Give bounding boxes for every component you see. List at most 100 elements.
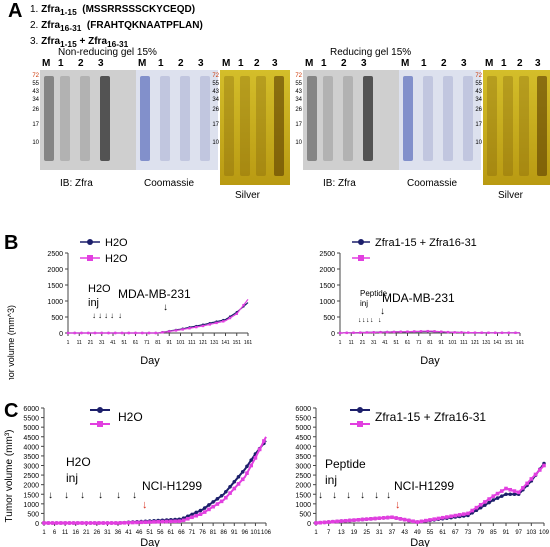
marker-10: 10 — [32, 140, 39, 146]
data-point — [211, 504, 215, 509]
y-tick-label: 2500 — [319, 251, 335, 258]
data-point — [372, 331, 375, 334]
gel-left-title: Non-reducing gel 15% — [58, 47, 157, 58]
x-tick-label: 101 — [176, 340, 185, 346]
data-point — [399, 330, 402, 334]
gel-lane-band — [519, 76, 529, 176]
annotation-inj: inj — [88, 297, 99, 309]
data-point — [188, 327, 191, 330]
data-point — [88, 521, 93, 525]
gel-lane-band — [443, 76, 453, 161]
lane-label-3: 3 — [535, 58, 541, 69]
x-tick-label: 26 — [94, 530, 101, 536]
data-point — [219, 499, 224, 504]
annotation-cell-line: NCI-H1299 — [142, 479, 202, 493]
lane-label-M: M — [401, 58, 410, 69]
gel-lane-band — [487, 76, 497, 176]
legend-marker — [87, 239, 93, 245]
data-point — [80, 331, 83, 335]
legend-label: Zfra1-15 + Zfra16-31 — [375, 410, 486, 424]
cell-arrow: ↓ — [142, 499, 148, 511]
lane-label-M: M — [138, 58, 147, 69]
lane-label-1: 1 — [238, 58, 244, 69]
data-point — [352, 331, 355, 334]
panel-b-left-xlabel: Day — [140, 355, 160, 367]
data-point — [80, 521, 84, 525]
x-tick-label: 41 — [382, 340, 388, 346]
data-point — [394, 516, 399, 520]
legend-label: Zfra1-15 + Zfra16-31 — [375, 237, 477, 249]
data-point — [92, 521, 97, 525]
data-point — [228, 484, 232, 489]
y-tick-label: 5500 — [23, 416, 39, 423]
x-tick-label: 141 — [493, 340, 502, 346]
data-point — [433, 330, 436, 333]
data-point — [423, 518, 428, 523]
data-point — [494, 331, 497, 335]
lane-label-3: 3 — [198, 58, 204, 69]
data-point — [168, 330, 171, 333]
data-point — [521, 486, 525, 490]
annotation-inj-lead: Peptide — [360, 289, 388, 298]
lane-label-3: 3 — [98, 58, 104, 69]
data-point — [245, 464, 249, 469]
data-point — [131, 520, 135, 525]
lane-label-1: 1 — [321, 58, 327, 69]
x-tick-label: 7 — [327, 530, 331, 536]
data-point — [126, 520, 131, 525]
y-tick-label: 0 — [59, 331, 63, 338]
data-point — [181, 518, 186, 523]
data-point — [215, 497, 220, 501]
injection-arrow: ↓ — [132, 490, 137, 501]
data-point — [390, 515, 394, 520]
data-point — [42, 521, 46, 525]
gel-lane-band — [180, 76, 190, 161]
y-tick-label: 1000 — [47, 299, 63, 306]
y-tick-label: 1500 — [319, 283, 335, 290]
data-point — [120, 331, 124, 335]
data-point — [201, 324, 205, 328]
y-tick-label: 500 — [51, 315, 63, 322]
x-tick-label: 71 — [189, 530, 196, 536]
data-point — [466, 511, 470, 516]
data-point — [460, 331, 463, 334]
x-tick-label: 16 — [72, 530, 79, 536]
data-point — [54, 521, 59, 525]
data-point — [232, 479, 237, 484]
data-point — [224, 489, 228, 494]
data-point — [483, 503, 487, 507]
x-tick-label: 49 — [414, 530, 421, 536]
x-tick-label: 51 — [121, 340, 127, 346]
data-point — [114, 521, 118, 525]
data-point — [533, 472, 538, 477]
data-point — [242, 303, 245, 307]
lane-label-1: 1 — [58, 58, 64, 69]
data-point — [474, 505, 479, 510]
x-tick-label: 121 — [199, 340, 208, 346]
x-tick-label: 11 — [62, 530, 69, 536]
data-point — [356, 518, 361, 522]
injection-arrow: ↓ — [104, 311, 108, 320]
data-point — [169, 519, 173, 524]
gel-lane-band — [343, 76, 353, 161]
data-point — [198, 512, 203, 516]
data-point — [364, 517, 369, 521]
data-point — [369, 517, 373, 521]
x-tick-label: 71 — [416, 340, 422, 346]
x-tick-label: 71 — [144, 340, 150, 346]
data-point — [228, 491, 232, 495]
data-point — [326, 520, 331, 524]
data-point — [499, 489, 504, 493]
y-tick-label: 0 — [35, 521, 39, 528]
panel-c-charts: Tumor volume (mm³)0500100015002000250030… — [4, 406, 550, 547]
data-point — [446, 330, 450, 334]
gel-lane-band — [537, 76, 547, 176]
data-point — [381, 516, 386, 520]
x-tick-label: 101 — [250, 530, 261, 536]
data-point — [322, 520, 327, 525]
data-point — [67, 521, 72, 525]
series-line-2 — [340, 330, 520, 334]
data-point — [406, 330, 409, 333]
gel-lane-band — [60, 76, 70, 161]
data-point — [240, 477, 245, 482]
